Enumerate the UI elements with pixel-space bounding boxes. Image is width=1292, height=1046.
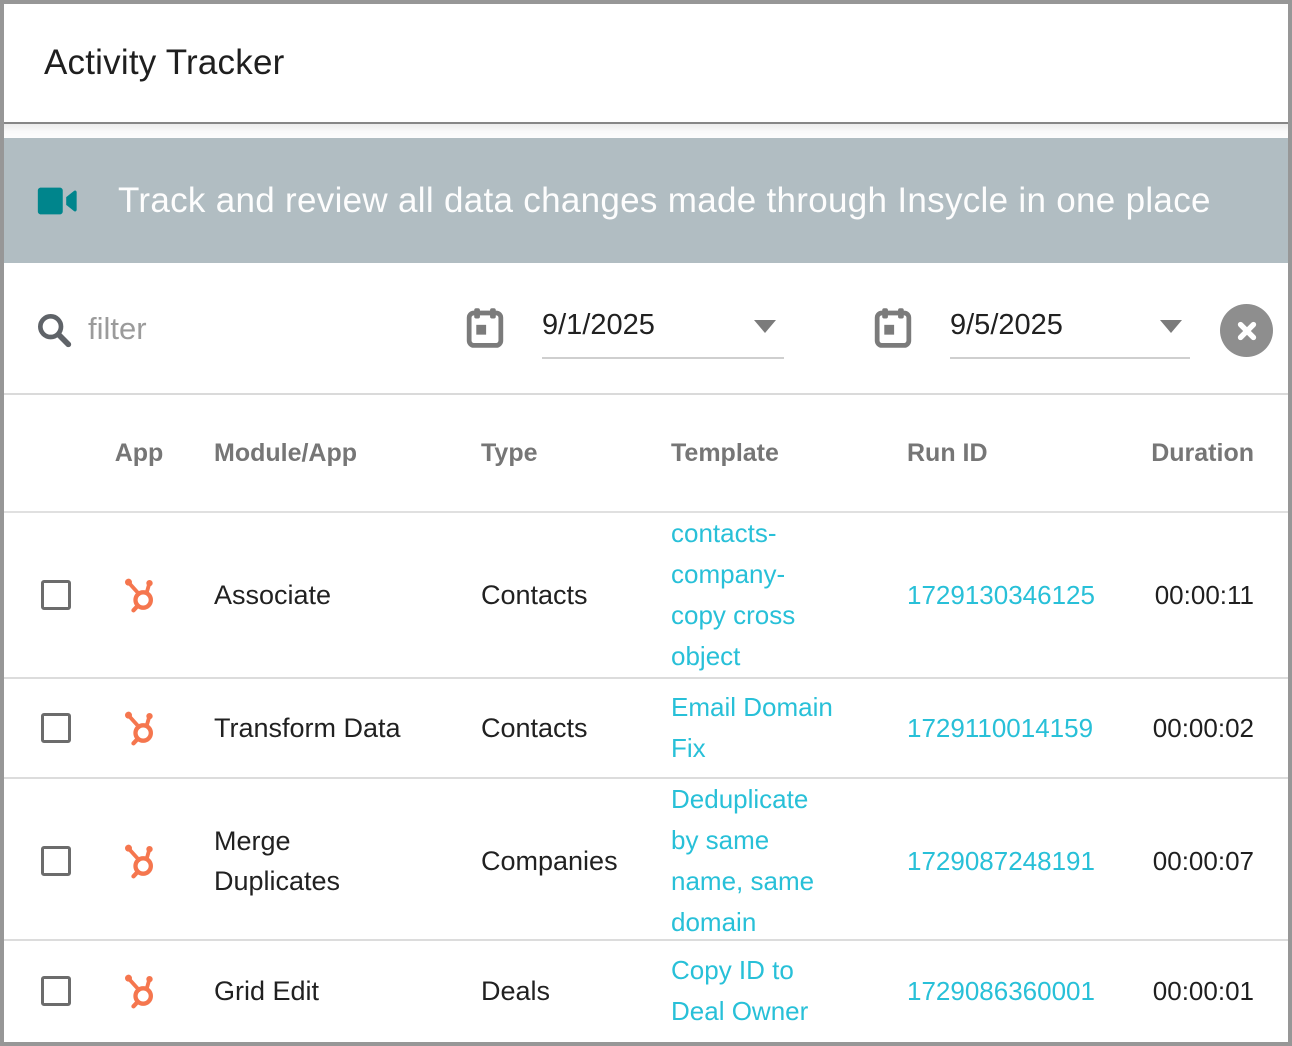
module-cell: Merge Duplicates xyxy=(214,826,341,896)
table-row: Grid Edit Deals Copy ID to Deal Owner 17… xyxy=(4,941,1288,1041)
title-divider-shadow xyxy=(4,124,1288,138)
duration-cell: 00:00:01 xyxy=(1152,975,1254,1006)
template-link[interactable]: Email Domain Fix xyxy=(671,692,833,763)
calendar-icon xyxy=(874,307,912,354)
col-header-type: Type xyxy=(481,438,538,467)
date-to-picker[interactable]: 9/5/2025 xyxy=(950,299,1190,359)
hubspot-icon xyxy=(119,706,159,750)
type-cell: Contacts xyxy=(481,579,588,610)
duration-cell: 00:00:02 xyxy=(1152,712,1254,743)
run-id-link[interactable]: 1729086360001 xyxy=(907,975,1095,1006)
calendar-icon xyxy=(466,307,504,354)
template-link[interactable]: contacts- company- copy cross object xyxy=(671,518,796,671)
module-cell: Associate xyxy=(214,580,332,610)
video-camera-icon xyxy=(32,178,82,224)
col-header-app: App xyxy=(114,438,164,467)
date-to-value: 9/5/2025 xyxy=(950,308,1063,341)
row-checkbox[interactable] xyxy=(41,976,71,1006)
run-id-link[interactable]: 1729110014159 xyxy=(907,712,1094,743)
table-row: Associate Contacts contacts- company- co… xyxy=(4,513,1288,679)
col-header-template: Template xyxy=(671,438,779,467)
filter-bar: 9/1/2025 9/5/2025 xyxy=(4,263,1288,395)
info-banner[interactable]: Track and review all data changes made t… xyxy=(4,138,1288,263)
col-header-duration: Duration xyxy=(1151,438,1254,467)
chevron-down-icon xyxy=(1160,319,1182,333)
col-header-module: Module/App xyxy=(214,438,358,467)
activity-table: App Module/App Type Template Run ID Dura… xyxy=(4,395,1288,1041)
table-header-row: App Module/App Type Template Run ID Dura… xyxy=(4,395,1288,513)
duration-cell: 00:00:11 xyxy=(1154,579,1254,610)
table-row: Transform Data Contacts Email Domain Fix… xyxy=(4,679,1288,779)
date-from-value: 9/1/2025 xyxy=(542,308,655,341)
filter-input[interactable] xyxy=(88,303,418,355)
clear-filters-button[interactable] xyxy=(1220,304,1273,357)
type-cell: Companies xyxy=(481,845,618,876)
col-header-run-id: Run ID xyxy=(907,438,988,467)
hubspot-icon xyxy=(119,839,159,883)
date-from-picker[interactable]: 9/1/2025 xyxy=(542,299,784,359)
row-checkbox[interactable] xyxy=(41,580,71,610)
type-cell: Deals xyxy=(481,975,551,1006)
title-bar: Activity Tracker xyxy=(4,4,1288,124)
run-id-link[interactable]: 1729087248191 xyxy=(907,845,1095,876)
run-id-link[interactable]: 1729130346125 xyxy=(907,579,1095,610)
table-row: Merge Duplicates Companies Deduplicate b… xyxy=(4,779,1288,941)
search-icon xyxy=(34,310,74,355)
module-cell: Grid Edit xyxy=(214,976,320,1006)
close-icon xyxy=(1233,317,1261,345)
module-cell: Transform Data xyxy=(214,713,401,743)
hubspot-icon xyxy=(119,573,159,617)
hubspot-icon xyxy=(119,969,159,1013)
chevron-down-icon xyxy=(754,319,776,333)
duration-cell: 00:00:07 xyxy=(1152,845,1254,876)
template-link[interactable]: Deduplicate by same name, same domain xyxy=(671,784,815,937)
banner-text: Track and review all data changes made t… xyxy=(118,180,1211,220)
row-checkbox[interactable] xyxy=(41,713,71,743)
type-cell: Contacts xyxy=(481,712,588,743)
template-link[interactable]: Copy ID to Deal Owner xyxy=(671,955,809,1026)
page-title: Activity Tracker xyxy=(44,43,285,82)
row-checkbox[interactable] xyxy=(41,846,71,876)
